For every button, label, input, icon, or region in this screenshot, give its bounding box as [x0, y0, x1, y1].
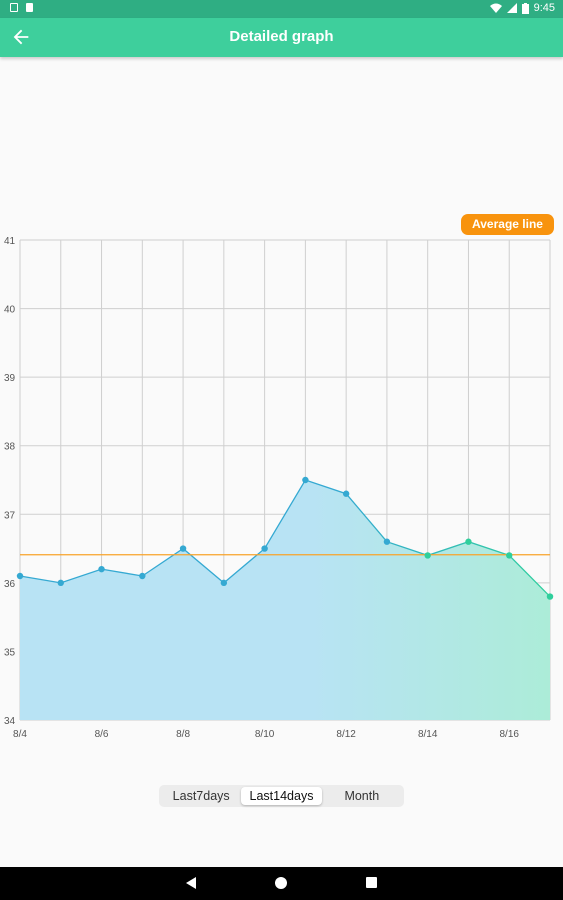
series-line	[19, 479, 551, 598]
data-point	[424, 552, 431, 559]
y-tick-label: 41	[4, 236, 16, 247]
data-point	[506, 552, 513, 559]
status-bar: 9:45	[0, 0, 563, 18]
data-point	[179, 545, 187, 552]
nav-back-icon[interactable]	[186, 877, 196, 889]
data-point	[98, 565, 105, 573]
notification-icon	[10, 3, 18, 12]
temperature-chart: 34 35 36 37 38 39 40 41 8/4 8/6 8/8 8/10 8/12 8/14 8/1…	[4, 236, 554, 740]
data-point	[220, 579, 228, 587]
data-point	[383, 538, 391, 545]
battery-icon	[521, 2, 529, 14]
x-tick-label: 8/14	[418, 729, 438, 740]
x-tick-label: 8/10	[255, 729, 275, 740]
page-title: Detailed graph	[229, 28, 334, 45]
range-selector: Last7days Last14days Month	[159, 785, 404, 807]
x-tick-label: 8/8	[176, 729, 190, 740]
y-tick-label: 37	[4, 510, 16, 521]
data-point	[465, 538, 472, 545]
y-tick-label: 40	[4, 305, 16, 316]
data-point	[57, 579, 64, 587]
app-bar: Detailed graph	[0, 18, 563, 57]
signal-icon	[506, 3, 517, 13]
nav-recents-icon[interactable]	[366, 877, 377, 888]
y-tick-label: 35	[4, 647, 16, 658]
range-option-last14days[interactable]: Last14days	[241, 787, 322, 805]
data-point	[139, 572, 146, 580]
range-option-last7days[interactable]: Last7days	[172, 789, 230, 803]
wifi-icon	[489, 3, 502, 13]
range-option-month[interactable]: Month	[344, 789, 380, 803]
data-point	[16, 572, 24, 580]
y-tick-label: 36	[4, 579, 16, 590]
data-point	[546, 593, 554, 600]
data-point	[342, 490, 350, 497]
back-arrow-icon[interactable]	[10, 26, 32, 48]
x-tick-label: 8/4	[13, 729, 27, 740]
sd-card-icon	[26, 3, 33, 12]
y-tick-label: 34	[4, 716, 16, 727]
data-point	[302, 476, 309, 484]
series-area	[20, 480, 550, 720]
x-tick-label: 8/16	[499, 729, 519, 740]
y-tick-label: 38	[4, 442, 16, 453]
status-time: 9:45	[533, 2, 555, 14]
nav-home-icon[interactable]	[275, 877, 287, 889]
x-tick-label: 8/12	[336, 729, 356, 740]
average-line-button[interactable]: Average line	[461, 214, 554, 235]
x-tick-label: 8/6	[95, 729, 109, 740]
data-point	[261, 545, 268, 552]
y-tick-label: 39	[4, 373, 16, 384]
system-nav-bar	[0, 867, 563, 900]
